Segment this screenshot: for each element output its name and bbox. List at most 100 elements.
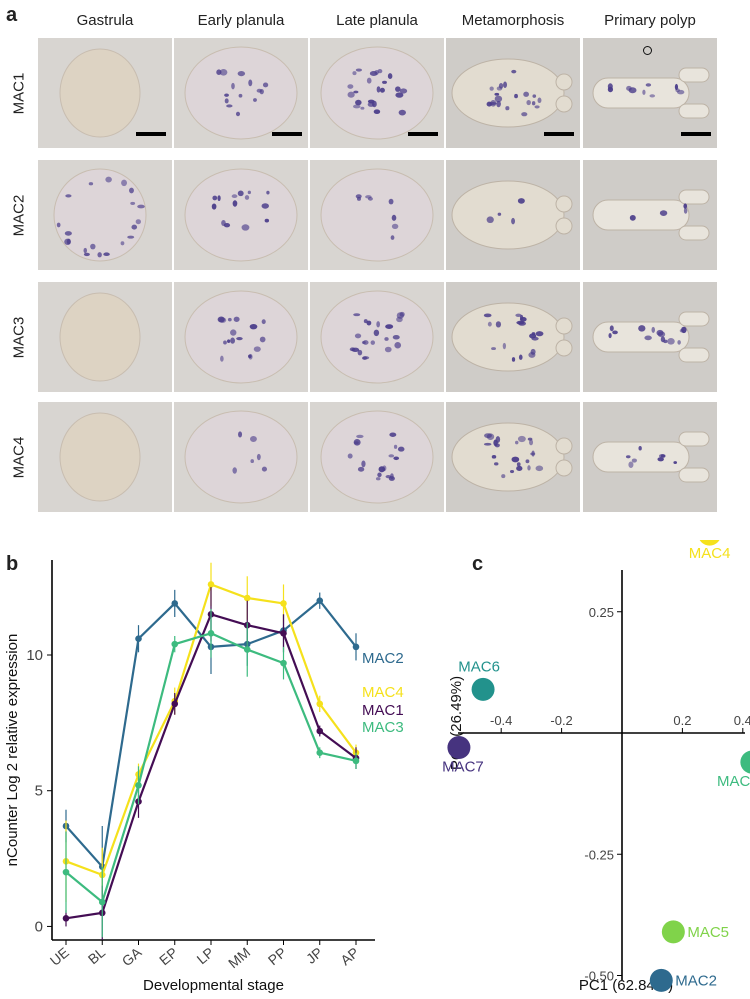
in-situ-image — [583, 38, 717, 148]
x-tick-label: MM — [225, 944, 253, 971]
stage-header: Early planula — [197, 12, 285, 29]
x-tick-label: AP — [337, 944, 362, 968]
series-mac4: MAC4 — [62, 562, 404, 902]
pca-point-mac2: MAC2 — [649, 968, 717, 992]
x-tick-label: GA — [119, 944, 145, 970]
x-tick-label: EP — [156, 944, 181, 968]
series-label: MAC4 — [362, 684, 404, 701]
data-point — [280, 600, 287, 607]
data-point — [649, 968, 673, 992]
point-label: MAC7 — [442, 759, 484, 776]
circle-marker-icon — [643, 46, 652, 55]
data-point — [171, 600, 179, 607]
data-point — [171, 700, 179, 708]
gene-row-label: MAC3 — [10, 316, 28, 358]
pca-point-mac4: MAC4 — [689, 540, 731, 562]
x-tick-label: JP — [303, 944, 326, 967]
data-point — [243, 646, 251, 653]
in-situ-image — [310, 402, 444, 512]
scale-bar — [681, 132, 711, 136]
scale-bar — [136, 132, 166, 136]
x-tick-label: -0.2 — [550, 713, 572, 728]
y-tick-label: 10 — [26, 647, 43, 664]
pca-point-mac5: MAC5 — [661, 920, 729, 944]
y-tick-label: 0.25 — [589, 605, 614, 620]
panel-b-label: b — [6, 553, 19, 575]
in-situ-image — [174, 38, 308, 148]
in-situ-image — [310, 38, 444, 148]
data-point — [352, 757, 360, 765]
axes: -0.4-0.20.20.4-0.50-0.250.250.50 — [458, 570, 750, 984]
in-situ-image — [38, 38, 172, 148]
scale-bar — [272, 132, 302, 136]
data-point — [98, 898, 106, 906]
in-situ-image — [583, 160, 717, 270]
data-point — [352, 643, 360, 651]
x-tick-label: UE — [47, 944, 72, 969]
point-label: MAC6 — [458, 658, 500, 675]
series-label: MAC3 — [362, 719, 404, 736]
x-tick-label: BL — [85, 944, 109, 967]
in-situ-image — [38, 160, 172, 270]
y-tick-label: 5 — [35, 783, 43, 800]
data-point — [316, 700, 324, 708]
point-label: MAC3 — [717, 773, 750, 790]
in-situ-image — [446, 38, 580, 148]
data-point — [316, 727, 324, 735]
x-tick-label: -0.4 — [490, 713, 512, 728]
y-axis-label: nCounter Log 2 relative expression — [4, 634, 21, 867]
y-tick-label: -0.25 — [584, 847, 614, 862]
x-axis-label: PC1 (62.84%) — [579, 977, 673, 994]
data-point — [207, 581, 215, 588]
in-situ-image — [174, 282, 308, 392]
stage-header: Late planula — [336, 12, 418, 29]
series-mac1: MAC1 — [62, 587, 404, 940]
data-point — [171, 640, 179, 648]
point-label: MAC5 — [687, 924, 729, 941]
x-tick-label: 0.4 — [734, 713, 750, 728]
series-label: MAC2 — [362, 650, 404, 667]
data-point — [243, 594, 251, 602]
gene-row-label: MAC2 — [10, 194, 28, 236]
axes: 0 5 10 UE BL GA EP LP MM PP JP AP — [26, 560, 375, 971]
series-mac3: MAC3 — [62, 608, 404, 938]
series-label: MAC1 — [362, 702, 404, 719]
data-point — [62, 914, 70, 922]
stage-header: Metamorphosis — [461, 12, 565, 29]
x-tick-label: LP — [194, 944, 217, 967]
in-situ-image — [174, 160, 308, 270]
in-situ-image — [446, 402, 580, 512]
data-point — [135, 781, 142, 789]
data-point — [316, 597, 324, 605]
point-label: MAC4 — [689, 545, 731, 562]
in-situ-image — [310, 282, 444, 392]
scale-bar — [544, 132, 574, 136]
scale-bar — [408, 132, 438, 136]
x-axis-label: Developmental stage — [143, 977, 284, 994]
pca-point-mac6: MAC6 — [458, 658, 500, 701]
in-situ-image — [583, 282, 717, 392]
data-point — [280, 629, 287, 637]
data-point — [471, 677, 495, 701]
in-situ-image — [446, 160, 580, 270]
in-situ-image — [310, 160, 444, 270]
in-situ-image — [174, 402, 308, 512]
data-point — [740, 750, 750, 774]
data-point — [62, 868, 70, 876]
stage-header: Primary polyp — [604, 12, 696, 29]
pca-scatter-chart: -0.4-0.20.20.4-0.50-0.250.250.50PC1 (62.… — [442, 540, 750, 994]
data-point — [135, 635, 142, 643]
in-situ-image — [583, 402, 717, 512]
point-label: MAC2 — [675, 972, 717, 989]
data-point — [447, 736, 471, 760]
gene-row-label: MAC1 — [10, 72, 28, 114]
gene-row-label: MAC4 — [10, 436, 28, 478]
y-tick-label: 0 — [35, 918, 43, 935]
in-situ-image — [446, 282, 580, 392]
panel-c-label: c — [472, 553, 484, 575]
x-tick-label: 0.2 — [673, 713, 691, 728]
data-point — [280, 659, 287, 667]
in-situ-image — [38, 402, 172, 512]
y-tick-label: -0.50 — [584, 969, 614, 984]
panel-a-label: a — [6, 4, 18, 26]
